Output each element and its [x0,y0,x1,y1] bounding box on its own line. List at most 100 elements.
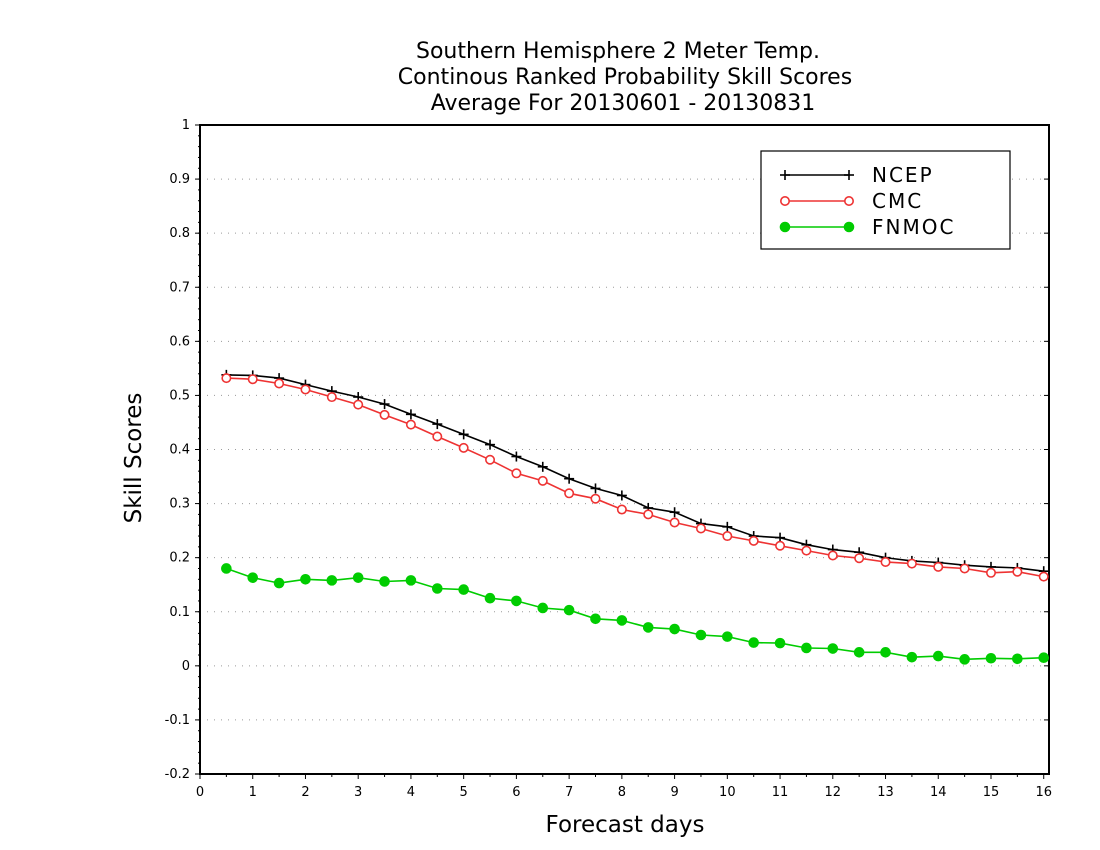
x-tick-label: 7 [565,785,573,800]
y-tick-label: 1 [182,118,190,133]
data-point-fnmoc [511,595,522,607]
data-point-cmc [722,531,733,542]
data-point-cmc [880,556,891,567]
legend-item-ncep: NCEP [780,163,934,187]
x-tick-label: 15 [983,785,1000,800]
data-point-cmc [511,468,522,479]
legend-item-cmc: CMC [779,189,921,213]
data-point-cmc [432,431,443,442]
data-point-cmc [458,442,469,453]
data-point-ncep [432,419,443,430]
data-point-fnmoc [827,643,839,654]
x-tick-label: 5 [460,785,468,800]
data-point-cmc [300,384,311,395]
data-point-cmc [353,399,364,410]
data-point-fnmoc [590,613,601,625]
data-point-ncep [511,451,522,462]
y-tick-label: 0.5 [169,388,190,403]
data-point-fnmoc [537,602,549,614]
data-point-fnmoc [695,629,707,641]
data-point-cmc [775,540,786,551]
data-point-fnmoc [748,637,759,648]
data-point-fnmoc [642,622,654,633]
x-tick-label: 16 [1035,785,1052,800]
y-tick-label: 0.4 [169,443,190,458]
data-point-cmc [669,517,680,528]
data-point-fnmoc [906,651,918,663]
legend-label-ncep: NCEP [872,163,934,187]
data-point-ncep [669,507,680,518]
data-point-fnmoc [616,615,628,626]
data-point-fnmoc [1012,653,1023,665]
series-line-ncep [226,374,1044,572]
y-tick-label: 0.2 [169,551,190,566]
data-point-fnmoc [379,576,390,587]
data-point-cmc [906,558,917,569]
legend-marker [779,196,790,207]
axes: -0.2-0.100.10.20.30.40.50.60.70.80.910 1 2… [165,118,1052,800]
chart-title-line-3: Average For 20130601 - 20130831 [431,91,816,116]
legend-marker [780,170,790,180]
data-point-fnmoc [563,604,575,616]
chart-title-line-1: Southern Hemisphere 2 Meter Temp. [416,39,820,64]
data-point-ncep [405,409,416,420]
y-tick-label: 0.3 [169,497,190,512]
data-point-fnmoc [669,623,680,635]
data-point-fnmoc [853,647,865,658]
x-tick-label: 0 [196,785,204,800]
y-tick-label: 0 [182,659,190,674]
legend-marker [779,221,791,233]
legend-item-fnmoc: FNMOC [779,215,955,239]
data-point-fnmoc [352,572,364,583]
y-tick-label: 0.7 [169,280,190,295]
data-point-cmc [748,535,759,546]
data-point-cmc [221,373,232,384]
data-series [221,369,1050,665]
data-point-ncep [564,473,575,484]
legend-label-fnmoc: FNMOC [872,215,955,239]
data-point-ncep [537,461,548,472]
data-point-fnmoc [880,647,891,658]
y-tick-label: -0.1 [165,713,190,728]
data-point-fnmoc [484,592,496,604]
x-tick-label: 9 [670,785,678,800]
x-tick-label: 14 [930,785,947,800]
data-point-cmc [537,475,548,486]
y-tick-label: 0.1 [169,605,190,620]
data-point-fnmoc [959,654,970,665]
x-tick-label: 6 [512,785,520,800]
data-point-cmc [1038,571,1049,582]
data-point-cmc [616,504,627,515]
data-point-cmc [326,392,337,403]
data-point-cmc [405,419,416,430]
x-tick-label: 11 [772,785,789,800]
series-line-cmc [226,377,1044,578]
data-point-ncep [485,439,496,450]
x-tick-label: 12 [825,785,842,800]
series-cmc [221,373,1049,582]
data-point-cmc [247,374,258,385]
data-point-cmc [854,553,865,564]
data-point-cmc [959,563,970,574]
data-point-fnmoc [722,631,733,642]
data-point-fnmoc [221,563,232,574]
data-point-cmc [274,378,285,389]
x-tick-label: 3 [354,785,362,800]
data-point-fnmoc [431,583,443,594]
data-point-cmc [564,488,575,499]
data-point-cmc [827,550,838,561]
data-point-ncep [458,429,469,440]
x-tick-label: 13 [877,785,894,800]
chart-title: Southern Hemisphere 2 Meter Temp. Contin… [398,39,852,116]
legend-marker [844,170,854,180]
x-tick-label: 4 [407,785,415,800]
y-tick-label: 0.6 [169,334,190,349]
legend-marker [843,221,855,233]
y-tick-label: -0.2 [165,767,190,782]
data-point-cmc [985,567,996,578]
data-point-fnmoc [273,577,285,589]
data-point-ncep [590,483,601,494]
data-point-cmc [379,409,390,420]
